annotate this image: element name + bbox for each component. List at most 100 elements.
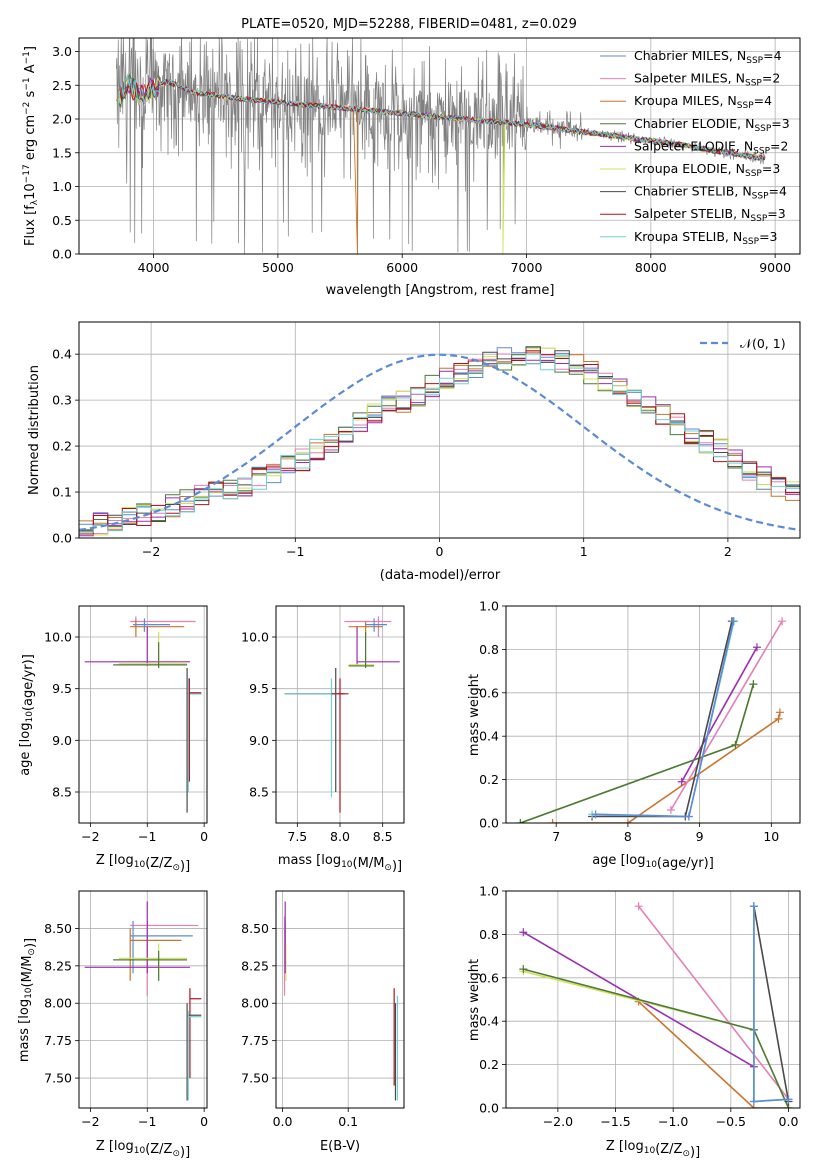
x-tick-label: 9000 bbox=[759, 260, 791, 275]
plot-area-residuals bbox=[79, 322, 800, 538]
legend-entry: Salpeter MILES, NSSP=2 bbox=[634, 71, 780, 89]
x-tick-label: 8000 bbox=[635, 260, 667, 275]
axes-age_vs_mass: 7.5 8.0 8.5 8.5 9.0 9.5 10.0 bbox=[241, 605, 405, 844]
x-tick-label: −0.5 bbox=[716, 1114, 746, 1129]
x-axis-label: wavelength [Angstrom, rest frame] bbox=[326, 283, 555, 298]
plot-area-age_vs_Z bbox=[79, 606, 207, 823]
y-tick-label: 0.6 bbox=[479, 685, 499, 700]
y-tick-label: 3.0 bbox=[52, 44, 72, 59]
data-point-marker bbox=[623, 819, 632, 823]
data-point-marker bbox=[666, 805, 675, 814]
x-tick-label: 7 bbox=[552, 829, 560, 844]
y-tick-label: 8.25 bbox=[44, 958, 72, 973]
model-spectrum-line bbox=[118, 74, 765, 162]
x-tick-label: −1.0 bbox=[658, 1114, 688, 1129]
y-tick-label: 8.00 bbox=[44, 996, 72, 1011]
data-point-marker bbox=[684, 812, 693, 821]
x-tick-label: −1 bbox=[138, 1114, 156, 1129]
y-tick-label: 8.5 bbox=[249, 785, 269, 800]
x-tick-label: 9 bbox=[696, 829, 704, 844]
legend-entry: Salpeter ELODIE, NSSP=2 bbox=[634, 138, 788, 156]
y-tick-label: 8.5 bbox=[52, 785, 72, 800]
x-tick-label: 5000 bbox=[262, 260, 294, 275]
x-tick-label: −1.5 bbox=[600, 1114, 630, 1129]
y-tick-label: 10.0 bbox=[44, 630, 72, 645]
data-point-marker bbox=[516, 819, 525, 823]
axes-frame-spectrum bbox=[78, 37, 801, 255]
y-tick-label: 2.0 bbox=[52, 112, 72, 127]
axes-spectrum: 4000 5000 6000 7000 8000 9000 0.0 0.5 1.0 1.5 2.0 2… bbox=[52, 37, 801, 275]
weight-line bbox=[520, 683, 755, 823]
gaussian-curve bbox=[79, 353, 800, 531]
data-point-marker bbox=[752, 643, 761, 652]
weight-line bbox=[523, 970, 790, 1108]
y-tick-label: 0.6 bbox=[479, 970, 499, 985]
axes-residuals: −2 −1 0 1 2 0.0 0.1 0.2 0.3 0.4 𝒩(0, 1) bbox=[52, 321, 801, 559]
legend-entry: Salpeter STELIB, NSSP=3 bbox=[634, 206, 786, 224]
y-axis-label: mass weight bbox=[467, 959, 482, 1041]
weight-line bbox=[681, 646, 758, 783]
axes-frame-weight_vs_Z bbox=[505, 890, 801, 1109]
x-tick-label: 0.1 bbox=[338, 1114, 358, 1129]
axes-frame-mass_vs_ebv bbox=[275, 890, 405, 1109]
y-tick-label: 9.0 bbox=[249, 733, 269, 748]
axes-weight_vs_Z: −2.0 −1.5 −1.0 −0.5 0.0 0.0 0.2 0.4 0.6 0.8 1.0 bbox=[479, 884, 801, 1129]
y-axis-label: mass weight bbox=[467, 674, 482, 756]
x-axis-label: Z [log10(Z/Z⊙)] bbox=[96, 853, 190, 874]
y-tick-label: 9.5 bbox=[52, 681, 72, 696]
y-tick-label: 0.4 bbox=[479, 729, 499, 744]
data-point-marker bbox=[749, 1097, 758, 1106]
axes-frame-mass_vs_Z bbox=[78, 890, 208, 1109]
x-tick-label: 4000 bbox=[138, 260, 170, 275]
y-tick-label: 8.50 bbox=[241, 921, 269, 936]
y-tick-label: 0.2 bbox=[52, 439, 72, 454]
y-tick-label: 0.0 bbox=[479, 816, 499, 831]
y-tick-label: 1.5 bbox=[52, 145, 72, 160]
x-axis-label: E(B-V) bbox=[320, 1139, 360, 1154]
data-point-marker bbox=[749, 902, 758, 911]
y-tick-label: 0.2 bbox=[479, 1057, 499, 1072]
x-tick-label: 0.0 bbox=[273, 1114, 293, 1129]
y-tick-label: 0.4 bbox=[479, 1014, 499, 1029]
y-tick-label: 0.0 bbox=[479, 1101, 499, 1116]
x-tick-label: 8.0 bbox=[330, 829, 350, 844]
weight-line bbox=[552, 712, 781, 823]
y-tick-label: 0.2 bbox=[479, 772, 499, 787]
x-axis-label: Z [log10(Z/Z⊙)] bbox=[96, 1139, 190, 1160]
y-tick-label: 7.50 bbox=[44, 1071, 72, 1086]
x-tick-label: −2 bbox=[81, 1114, 99, 1129]
legend-entry: Kroupa STELIB, NSSP=3 bbox=[634, 229, 778, 247]
axes-weight_vs_age: 7 8 9 10 0.0 0.2 0.4 0.6 0.8 1.0 bbox=[479, 599, 801, 844]
legend-entry: Chabrier MILES, NSSP=4 bbox=[634, 48, 782, 66]
plot-area-mass_vs_ebv bbox=[276, 891, 404, 1108]
weight-line bbox=[670, 620, 783, 811]
x-axis-label: (data-model)/error bbox=[380, 568, 501, 583]
y-axis-label: Normed distribution bbox=[27, 365, 42, 495]
x-axis-label: age [log10(age/yr)] bbox=[592, 853, 714, 871]
data-point-marker bbox=[591, 810, 600, 819]
y-tick-label: 8.50 bbox=[44, 921, 72, 936]
weight-line bbox=[591, 621, 735, 818]
data-point-marker bbox=[775, 708, 784, 717]
x-tick-label: 6000 bbox=[386, 260, 418, 275]
y-tick-label: 0.3 bbox=[52, 393, 72, 408]
weight-line bbox=[520, 683, 755, 823]
data-point-marker bbox=[634, 902, 643, 911]
weight-line bbox=[637, 905, 790, 1100]
x-tick-label: 0.0 bbox=[779, 1114, 799, 1129]
x-tick-label: 1 bbox=[580, 544, 588, 559]
y-tick-label: 1.0 bbox=[52, 179, 72, 194]
y-tick-label: 7.75 bbox=[44, 1033, 72, 1048]
x-tick-label: 0 bbox=[436, 544, 444, 559]
histogram-step-line bbox=[79, 353, 800, 533]
data-point-marker bbox=[784, 1095, 793, 1104]
weight-line bbox=[753, 906, 790, 1102]
data-point-marker bbox=[519, 928, 528, 937]
x-tick-label: −2.0 bbox=[543, 1114, 573, 1129]
y-tick-label: 8.00 bbox=[241, 996, 269, 1011]
y-tick-label: 0.5 bbox=[52, 213, 72, 228]
x-tick-label: −1 bbox=[138, 829, 156, 844]
y-axis-label: Flux [fλ10−17 erg cm−2 s−1 A−1] bbox=[22, 46, 40, 246]
y-tick-label: 9.5 bbox=[249, 681, 269, 696]
